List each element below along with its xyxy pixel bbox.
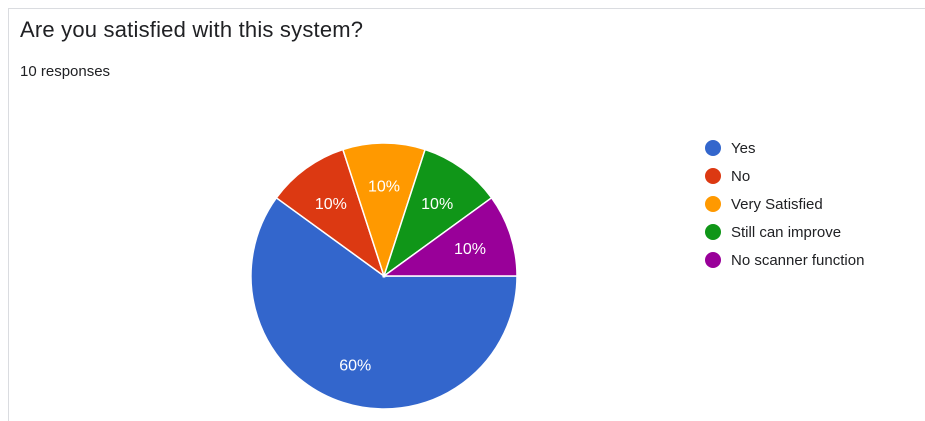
question-title: Are you satisfied with this system? xyxy=(20,17,364,42)
legend-swatch-very-satisfied xyxy=(705,196,721,212)
slice-label-no-scanner-function: 10% xyxy=(454,241,486,258)
pie-slice-still-can-improve[interactable] xyxy=(382,148,493,278)
slice-label-very-satisfied: 10% xyxy=(368,179,400,196)
response-count: 10 responses xyxy=(20,63,111,80)
legend-item-still-can-improve[interactable]: Still can improve xyxy=(705,218,864,246)
legend-item-no[interactable]: No xyxy=(705,162,864,190)
legend-item-very-satisfied[interactable]: Very Satisfied xyxy=(705,190,864,218)
legend-label-no-scanner-function: No scanner function xyxy=(731,251,865,269)
legend-swatch-yes xyxy=(705,140,721,156)
pie-slice-yes[interactable] xyxy=(250,196,518,410)
chart-legend: Yes No Very Satisfied Still can improve No s… xyxy=(705,134,864,274)
legend-swatch-still-can-improve xyxy=(705,224,721,240)
legend-item-no-scanner-function[interactable]: No scanner function xyxy=(705,246,864,274)
legend-label-still-can-improve: Still can improve xyxy=(731,223,842,241)
legend-label-no: No xyxy=(731,167,751,185)
legend-swatch-no xyxy=(705,168,721,184)
legend-item-yes[interactable]: Yes xyxy=(705,134,864,162)
legend-label-very-satisfied: Very Satisfied xyxy=(731,195,823,213)
legend-swatch-no-scanner-function xyxy=(705,252,721,268)
pie-slice-no-scanner-function[interactable] xyxy=(381,196,518,277)
pie-slice-no[interactable] xyxy=(275,148,386,278)
pie-slice-very-satisfied[interactable] xyxy=(341,142,427,279)
slice-label-no: 10% xyxy=(315,196,347,213)
legend-label-yes: Yes xyxy=(731,139,756,157)
slice-label-yes: 60% xyxy=(339,358,371,375)
slice-label-still-can-improve: 10% xyxy=(421,196,453,213)
